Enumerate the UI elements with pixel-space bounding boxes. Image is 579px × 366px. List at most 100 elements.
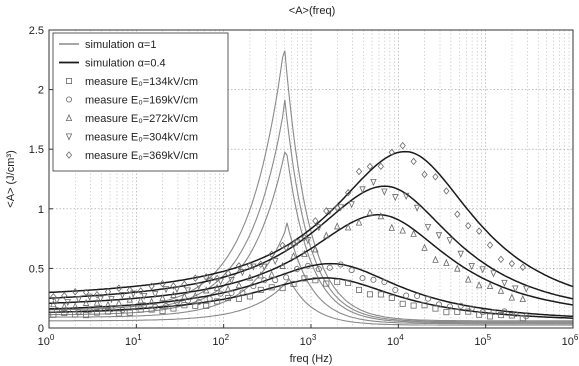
measurement-marker (93, 291, 101, 299)
measurement-marker (239, 269, 246, 277)
measurement-marker (377, 162, 384, 171)
measurement-marker (432, 305, 439, 312)
measurement-marker (53, 306, 60, 313)
measurement-marker (261, 263, 268, 271)
measurement-marker (181, 302, 188, 309)
measurement-marker (366, 208, 374, 216)
x-tick-label: 105 (474, 333, 491, 348)
measurement-marker (271, 257, 279, 265)
legend-label: measure E₀=169kV/cm (85, 95, 198, 107)
measurement-marker (115, 299, 123, 307)
measurement-marker (344, 188, 352, 197)
measurement-marker (523, 285, 530, 293)
y-tick-label: 0 (38, 323, 44, 335)
measurement-marker (206, 277, 213, 285)
measurement-marker (356, 286, 363, 293)
measurement-marker (290, 252, 297, 260)
x-tick-label: 106 (562, 333, 579, 348)
measurement-marker (86, 293, 93, 301)
measurement-marker (355, 218, 363, 226)
measurement-marker (323, 207, 330, 215)
legend-entry: measure E₀=134kV/cm (66, 76, 198, 88)
measurement-marker (497, 286, 505, 294)
measurement-marker (250, 263, 257, 271)
measurement-marker (86, 307, 93, 314)
measurement-marker (399, 226, 406, 234)
measurement-marker (479, 309, 486, 316)
measurement-marker (140, 292, 148, 301)
measurement-marker (490, 309, 497, 316)
simulation-alpha-04-line (48, 185, 574, 300)
measurement-marker (424, 224, 432, 232)
measurement-marker (268, 250, 275, 258)
measurement-marker (162, 286, 170, 294)
simulation-alpha-1-line (49, 151, 573, 324)
measurement-marker (257, 286, 264, 293)
measurement-marker (344, 223, 352, 231)
measurement-marker (487, 313, 494, 320)
measurement-marker (159, 294, 166, 302)
measurement-marker (203, 273, 210, 281)
measurement-marker (203, 302, 210, 309)
measurement-marker (279, 241, 286, 250)
measurement-marker (475, 227, 483, 235)
measurement-marker (486, 281, 494, 289)
legend-label: simulation α=0.4 (85, 58, 166, 70)
legend-label: measure E₀=304kV/cm (85, 132, 198, 144)
measurement-marker (465, 222, 472, 230)
legend-entry: measure E₀=169kV/cm (66, 95, 198, 107)
measurement-marker (224, 269, 232, 278)
measurement-marker (50, 311, 57, 318)
measurement-marker (282, 245, 290, 253)
measurement-marker (388, 294, 395, 301)
legend-entry: simulation α=0.4 (59, 58, 166, 70)
measurement-marker (301, 275, 308, 282)
legend-box (52, 32, 229, 172)
measurement-marker (370, 178, 377, 187)
measurement-marker (465, 308, 472, 315)
legend-marker (65, 133, 73, 141)
measurement-marker (508, 312, 515, 319)
measurement-marker (50, 300, 57, 308)
measurement-marker (301, 233, 308, 242)
simulation-alpha-04-line (48, 150, 574, 294)
measurement-marker (279, 261, 286, 269)
measurement-marker (435, 232, 443, 240)
measurement-marker (323, 280, 330, 287)
measurement-marker (228, 289, 235, 296)
simulation-alpha-1-line (49, 222, 573, 325)
measurement-marker (512, 285, 519, 293)
measurement-marker (410, 302, 417, 309)
legend-marker (65, 151, 73, 159)
measurement-marker (159, 307, 166, 314)
measurement-marker (151, 291, 159, 299)
chart-title: <A>(freq) (289, 5, 335, 17)
measurement-marker (173, 298, 180, 305)
measurement-marker (413, 204, 421, 212)
measurement-marker (377, 291, 384, 298)
measurement-marker (508, 293, 516, 301)
legend-marker (65, 113, 73, 121)
measurement-marker (170, 305, 177, 312)
measurement-marker (217, 290, 224, 297)
measurement-marker (82, 298, 90, 306)
legend-marker (66, 96, 73, 103)
measurement-marker (301, 249, 308, 257)
measurement-marker (268, 270, 275, 278)
measurement-marker (425, 295, 432, 302)
measurement-marker (486, 241, 494, 249)
simulation-alpha-1-line (48, 50, 573, 322)
measurement-marker (410, 157, 417, 166)
measurement-marker (519, 294, 527, 303)
measurement-marker (239, 289, 246, 296)
measurement-marker (345, 279, 352, 286)
measurement-marker (454, 264, 461, 272)
measurement-marker (421, 302, 428, 309)
measurement-marker (523, 313, 530, 320)
x-tick-label: 101 (125, 333, 142, 348)
measurement-marker (141, 302, 148, 309)
measurement-marker (519, 315, 526, 322)
measurement-marker (446, 237, 454, 245)
measurement-marker (410, 229, 417, 237)
measurement-marker (334, 204, 341, 212)
